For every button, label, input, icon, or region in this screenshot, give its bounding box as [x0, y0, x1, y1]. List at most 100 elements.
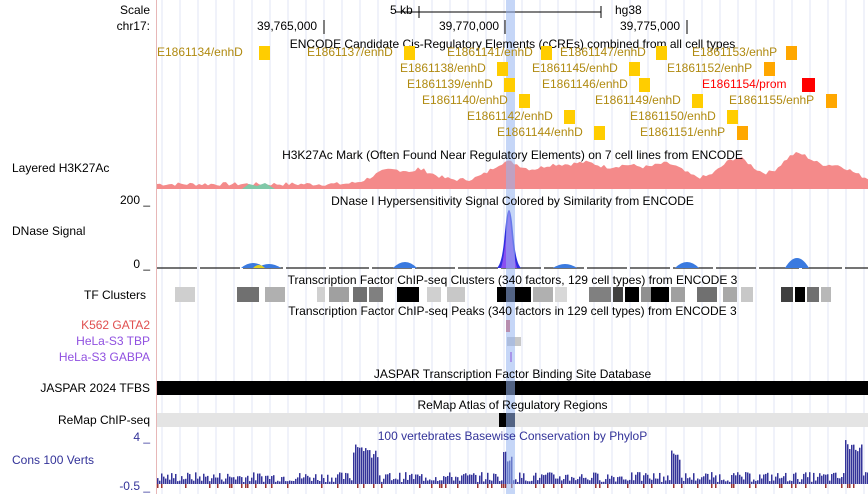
ccre-label[interactable]: E1861144/enhD [497, 125, 583, 139]
cons-bar [637, 472, 639, 484]
cons-bar [563, 479, 565, 484]
ccre-feature-box[interactable] [629, 62, 640, 76]
cons-bar [543, 475, 545, 484]
ccre-feature-box[interactable] [404, 46, 415, 60]
cons-bar [819, 473, 821, 484]
cons-bar [611, 475, 613, 484]
dnase-max-label: 200 _ [119, 193, 150, 207]
ccre-label[interactable]: E1861155/enhP [729, 93, 815, 107]
cons-bar [683, 480, 685, 484]
track-label-cons[interactable]: Cons 100 Verts [12, 453, 95, 467]
cons-bar [789, 480, 791, 484]
cons-bar [557, 478, 559, 484]
cons-bar [579, 476, 581, 484]
cons-bar [597, 473, 599, 484]
ccre-label[interactable]: E1861150/enhD [630, 109, 716, 123]
track-label-tf-clusters[interactable]: TF Clusters [84, 288, 147, 302]
cons-bar-negative [217, 484, 219, 488]
ccre-feature-box[interactable] [594, 126, 605, 140]
ccre-feature-box[interactable] [504, 78, 515, 92]
ccre-label[interactable]: E1861151/enhP [640, 125, 726, 139]
cons-bar-negative [849, 484, 851, 488]
cons-bar-negative [157, 484, 159, 488]
ccre-label[interactable]: E1861137/enhD [307, 45, 393, 59]
cons-bar [745, 472, 747, 484]
cons-bar [593, 472, 595, 484]
cons-bar [551, 472, 553, 484]
genome-browser-tracks[interactable]: 5 kb hg38 39,765,000 39,770,000 39,775,0… [157, 0, 868, 494]
ccre-feature-box[interactable] [737, 126, 748, 140]
ccre-feature-box[interactable] [786, 46, 797, 60]
cons-bar [235, 479, 237, 484]
ccre-label[interactable]: E1861142/enhD [467, 109, 553, 123]
cons-bar [363, 451, 365, 484]
track-label-k562-gata2[interactable]: K562 GATA2 [81, 318, 150, 332]
cons-bar [227, 473, 229, 484]
ccre-label[interactable]: E1861141/enhD [447, 45, 533, 59]
ccre-feature-box[interactable] [656, 46, 667, 60]
track-label-remap[interactable]: ReMap ChIP-seq [57, 413, 150, 427]
tf-cluster-block [613, 287, 623, 302]
ccre-feature-box[interactable] [541, 46, 552, 60]
cons-bar [221, 479, 223, 484]
cons-bar [763, 474, 765, 484]
ccre-label[interactable]: E1861147/enhD [560, 45, 646, 59]
panel-divider[interactable] [156, 0, 157, 494]
cons-bar-negative [781, 484, 783, 488]
ccre-feature-box[interactable] [692, 94, 703, 108]
cons-bar-negative [445, 484, 447, 488]
position-highlight[interactable] [506, 0, 515, 494]
jaspar-track-title: JASPAR Transcription Factor Binding Site… [373, 367, 652, 381]
ccre-label[interactable]: E1861138/enhD [400, 61, 486, 75]
cons-bar-negative [241, 484, 243, 488]
ccre-label[interactable]: E1861145/enhD [532, 61, 618, 75]
cons-bar [723, 479, 725, 484]
cons-bar [539, 477, 541, 484]
ccre-label[interactable]: E1861139/enhD [407, 77, 493, 91]
cons-bar [619, 476, 621, 484]
ccre-label[interactable]: E1861134/enhD [157, 45, 243, 59]
cons-bar [809, 472, 811, 484]
track-label-hela-gabpa[interactable]: HeLa-S3 GABPA [58, 350, 150, 364]
ccre-feature-box[interactable] [764, 62, 775, 76]
track-label-h3k27ac[interactable]: Layered H3K27Ac [12, 161, 110, 175]
cons-bar [731, 475, 733, 484]
ccre-label[interactable]: E1861149/enhD [595, 93, 681, 107]
ccre-label[interactable]: E1861152/enhP [667, 61, 753, 75]
cons-bar [625, 479, 627, 484]
dnase-min-label: 0 _ [133, 257, 150, 271]
cons-bar [589, 480, 591, 484]
cons-bar [553, 474, 555, 484]
cons-bar [853, 444, 855, 484]
tf-cluster-block [329, 287, 349, 302]
ccre-feature-box[interactable] [727, 110, 738, 124]
tf-cluster-block [237, 287, 259, 302]
cons-bar-negative [627, 484, 629, 488]
track-label-hela-tbp[interactable]: HeLa-S3 TBP [76, 334, 150, 348]
ccre-feature-box[interactable] [564, 110, 575, 124]
ccre-feature-box[interactable] [826, 94, 837, 108]
ccre-feature-box[interactable] [259, 46, 270, 60]
ccre-feature-box[interactable] [639, 78, 650, 92]
cons-bar [465, 473, 467, 484]
cons-bar [817, 476, 819, 484]
ccre-feature-box[interactable] [497, 62, 508, 76]
ccre-feature-box[interactable] [802, 78, 815, 92]
cons-bar [843, 473, 845, 484]
track-label-jaspar[interactable]: JASPAR 2024 TFBS [40, 381, 150, 395]
ccre-label[interactable]: E1861154/prom [702, 77, 787, 91]
cons-bar [209, 481, 211, 484]
cons-bar-negative [419, 484, 421, 488]
ccre-label[interactable]: E1861140/enhD [422, 93, 508, 107]
ccre-feature-box[interactable] [519, 94, 530, 108]
ccre-label[interactable]: E1861146/enhD [542, 77, 628, 91]
cons-bar [717, 481, 719, 484]
cons-bar [635, 474, 637, 484]
cons-bar [797, 479, 799, 484]
cons-bar [737, 472, 739, 484]
cons-bar [503, 452, 505, 484]
ccre-label[interactable]: E1861153/enhP [692, 45, 778, 59]
cons-bar [301, 478, 303, 484]
tf-cluster-block [795, 287, 805, 302]
track-label-dnase[interactable]: DNase Signal [12, 224, 86, 238]
